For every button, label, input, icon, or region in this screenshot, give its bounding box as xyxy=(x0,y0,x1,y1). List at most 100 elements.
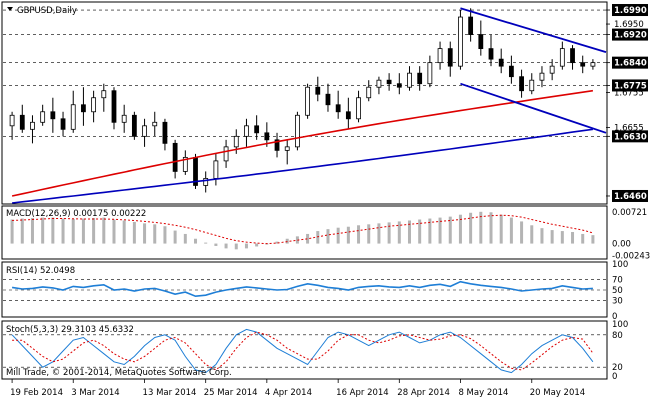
macd-bar xyxy=(397,221,401,244)
channel-upper-line xyxy=(460,7,607,53)
candle-body xyxy=(519,76,524,92)
candle xyxy=(182,150,188,175)
candle xyxy=(396,73,402,95)
dropdown-triangle-icon xyxy=(7,7,13,11)
time-axis-label: 19 Feb 2014 xyxy=(10,388,63,398)
candle xyxy=(101,83,107,112)
candle-body xyxy=(213,160,219,179)
candle xyxy=(539,66,545,88)
candle-body xyxy=(60,118,66,130)
macd-bar xyxy=(346,226,350,244)
rsi-axis-label: 70 xyxy=(612,276,623,286)
macd-signal-line xyxy=(12,214,594,245)
price-axis-label: 1.6655 xyxy=(614,124,644,134)
candle-body xyxy=(121,114,127,123)
stoch-main-path xyxy=(11,328,594,374)
macd-bar xyxy=(143,223,147,244)
candle xyxy=(223,139,229,168)
price-tag xyxy=(612,79,648,92)
moving-average-fast xyxy=(11,89,594,197)
candle-body xyxy=(305,86,310,116)
candle-body xyxy=(345,111,351,120)
candle-body xyxy=(81,104,86,113)
time-axis-label: 3 Mar 2014 xyxy=(71,388,119,398)
candle-body xyxy=(19,114,25,130)
candle-body xyxy=(417,72,423,85)
stoch-axis-label: 0 xyxy=(612,372,617,382)
time-axis-label: 25 Mar 2014 xyxy=(204,388,258,398)
candle-body xyxy=(264,132,270,141)
candle xyxy=(40,104,46,126)
copyright-text: Mill Trade, © 2001-2014, MetaQuotes Soft… xyxy=(6,368,232,378)
candle xyxy=(315,76,321,102)
candle-body xyxy=(223,146,229,162)
candle xyxy=(121,104,127,133)
macd-bar xyxy=(255,243,259,247)
candle-body xyxy=(488,48,494,60)
macd-bar xyxy=(10,219,14,244)
candle-body xyxy=(356,97,361,120)
channel-lower-line xyxy=(460,82,607,134)
macd-bar xyxy=(163,226,167,244)
stoch-axis-label: 80 xyxy=(612,331,623,341)
rsi-line xyxy=(11,280,593,298)
candle xyxy=(458,10,463,70)
candle-body xyxy=(284,146,290,151)
candle-body xyxy=(244,125,249,137)
candle-body xyxy=(172,142,178,172)
candle xyxy=(366,80,372,102)
macd-bar xyxy=(336,227,340,244)
macd-bar xyxy=(204,242,208,244)
time-axis-label: 4 Apr 2014 xyxy=(265,388,312,398)
price-axis-label: 1.6630 xyxy=(614,132,647,142)
candle-body xyxy=(570,48,575,64)
macd-bar xyxy=(530,225,534,244)
macd-bar xyxy=(244,243,248,249)
candle-body xyxy=(101,90,107,99)
candle-body xyxy=(437,48,443,64)
candle xyxy=(549,59,555,81)
macd-bar xyxy=(51,217,55,244)
price-panel-frame xyxy=(1,1,608,205)
price-panel: GBPUSD,Daily 1.69901.69501.69201.68401.6… xyxy=(1,1,648,205)
candle-body xyxy=(315,86,321,95)
macd-axis-label: -0.00243 xyxy=(612,251,650,261)
macd-signal-path xyxy=(12,214,594,245)
stoch-axis-label: 100 xyxy=(612,320,628,330)
candle xyxy=(498,48,504,74)
candle-body xyxy=(325,93,331,106)
candle xyxy=(570,45,575,70)
candle xyxy=(91,90,97,123)
candle-body xyxy=(407,72,412,88)
candle-body xyxy=(162,121,168,144)
candle-body xyxy=(539,72,545,81)
macd-axis-label: 0.00 xyxy=(612,240,631,250)
macd-bar xyxy=(41,217,45,244)
macd-bar xyxy=(275,241,279,244)
candle xyxy=(152,111,158,137)
candle xyxy=(111,87,117,130)
candle-body xyxy=(335,104,341,113)
macd-bar xyxy=(428,218,432,244)
price-tag xyxy=(612,189,648,202)
candle-body xyxy=(274,139,280,151)
macd-bar xyxy=(591,235,595,244)
candle xyxy=(70,90,76,133)
price-axis-label: 1.6775 xyxy=(614,81,647,91)
candle xyxy=(203,171,209,193)
candle-body xyxy=(376,79,382,88)
candle xyxy=(9,111,15,140)
macd-bar xyxy=(540,228,544,244)
macd-bar xyxy=(448,216,452,244)
candle xyxy=(172,139,178,179)
candle xyxy=(244,118,249,147)
macd-bar xyxy=(357,225,361,244)
candle xyxy=(335,90,341,119)
macd-bar xyxy=(458,214,462,244)
macd-axis: 0.00721 0.00-0.00243 xyxy=(612,208,650,261)
candle xyxy=(264,122,270,147)
candle xyxy=(468,8,474,42)
price-candles xyxy=(9,8,596,193)
